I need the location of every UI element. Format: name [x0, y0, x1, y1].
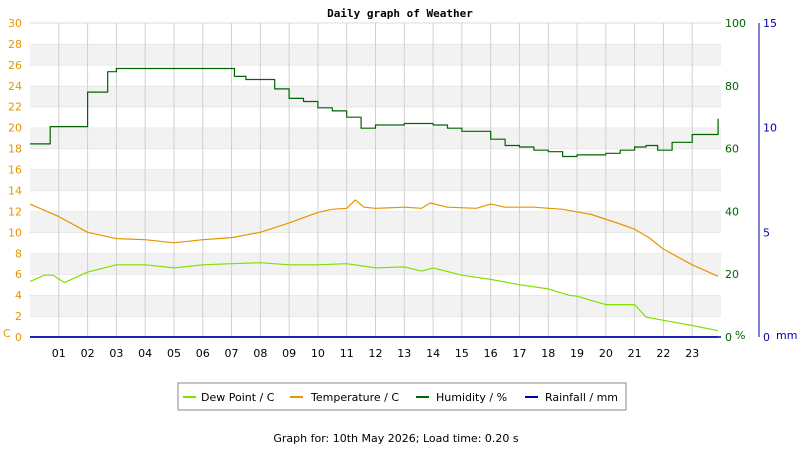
- x-tick-label: 07: [225, 347, 239, 360]
- x-tick-label: 22: [656, 347, 670, 360]
- axis-lines: [30, 23, 760, 338]
- left-tick-label: 8: [15, 247, 22, 260]
- x-tick-label: 09: [282, 347, 296, 360]
- humidity-axis-ticks: 0 20 40 60 80 100: [725, 17, 746, 344]
- legend-box: [177, 382, 627, 411]
- x-axis-ticks: 01 02 03 04 05 06 07 08 09 10 11 12 13 14 15 16 17 18 19 20…: [52, 347, 699, 360]
- humidity-tick-label: 80: [725, 80, 739, 93]
- vertical-gridlines: [58, 23, 693, 337]
- left-tick-label: 16: [8, 164, 22, 177]
- left-tick-label: 2: [15, 310, 22, 323]
- humidity-axis-unit: %: [735, 329, 745, 342]
- left-tick-label: 10: [8, 226, 22, 239]
- left-axis-unit: C: [3, 327, 11, 340]
- humidity-tick-label: 0: [725, 331, 732, 344]
- x-tick-label: 21: [628, 347, 642, 360]
- x-tick-label: 17: [512, 347, 526, 360]
- left-tick-label: 26: [8, 59, 22, 72]
- left-tick-label: 12: [8, 205, 22, 218]
- legend-label-humidity: Humidity / %: [436, 391, 507, 404]
- legend-label-temperature: Temperature / C: [310, 391, 399, 404]
- x-tick-label: 16: [484, 347, 498, 360]
- series-line-temperature: [29, 199, 719, 277]
- left-tick-label: 0: [15, 331, 22, 344]
- x-tick-label: 14: [426, 347, 440, 360]
- humidity-tick-label: 100: [725, 17, 746, 30]
- left-tick-label: 14: [8, 184, 22, 197]
- x-tick-label: 06: [196, 347, 210, 360]
- x-tick-label: 04: [138, 347, 152, 360]
- humidity-tick-label: 60: [725, 143, 739, 156]
- left-tick-label: 24: [8, 80, 22, 93]
- series-line-dew-point: [29, 262, 719, 332]
- legend: Dew Point / C Temperature / C Humidity /…: [177, 382, 627, 411]
- rainfall-axis-ticks: 0 5 10 15: [763, 17, 777, 344]
- x-tick-label: 03: [109, 347, 123, 360]
- x-tick-label: 01: [52, 347, 66, 360]
- rainfall-tick-label: 5: [763, 226, 770, 239]
- humidity-tick-label: 40: [725, 205, 739, 218]
- x-tick-label: 08: [253, 347, 267, 360]
- x-tick-label: 20: [599, 347, 613, 360]
- x-tick-label: 18: [541, 347, 555, 360]
- humidity-tick-label: 20: [725, 268, 739, 281]
- left-tick-label: 20: [8, 122, 22, 135]
- x-tick-label: 11: [340, 347, 354, 360]
- x-tick-label: 02: [81, 347, 95, 360]
- series-line-humidity: [30, 67, 719, 158]
- rainfall-axis-unit: mm: [776, 329, 797, 342]
- x-tick-label: 23: [685, 347, 699, 360]
- left-tick-label: 22: [8, 101, 22, 114]
- rainfall-tick-label: 15: [763, 17, 777, 30]
- rainfall-tick-label: 10: [763, 122, 777, 135]
- legend-label-rainfall: Rainfall / mm: [545, 391, 618, 404]
- x-tick-label: 13: [397, 347, 411, 360]
- left-tick-label: 30: [8, 17, 22, 30]
- footer-info: Graph for: 10th May 2026; Load time: 0.2…: [273, 432, 519, 445]
- x-tick-label: 19: [570, 347, 584, 360]
- left-tick-label: 18: [8, 143, 22, 156]
- left-tick-label: 6: [15, 268, 22, 281]
- left-tick-label: 28: [8, 38, 22, 51]
- x-tick-label: 10: [311, 347, 325, 360]
- x-tick-label: 12: [369, 347, 383, 360]
- legend-label-dew-point: Dew Point / C: [201, 391, 275, 404]
- x-tick-label: 05: [167, 347, 181, 360]
- x-tick-label: 15: [455, 347, 469, 360]
- chart-title: Daily graph of Weather: [327, 7, 473, 20]
- left-tick-label: 4: [15, 289, 22, 302]
- rainfall-tick-label: 0: [763, 331, 770, 344]
